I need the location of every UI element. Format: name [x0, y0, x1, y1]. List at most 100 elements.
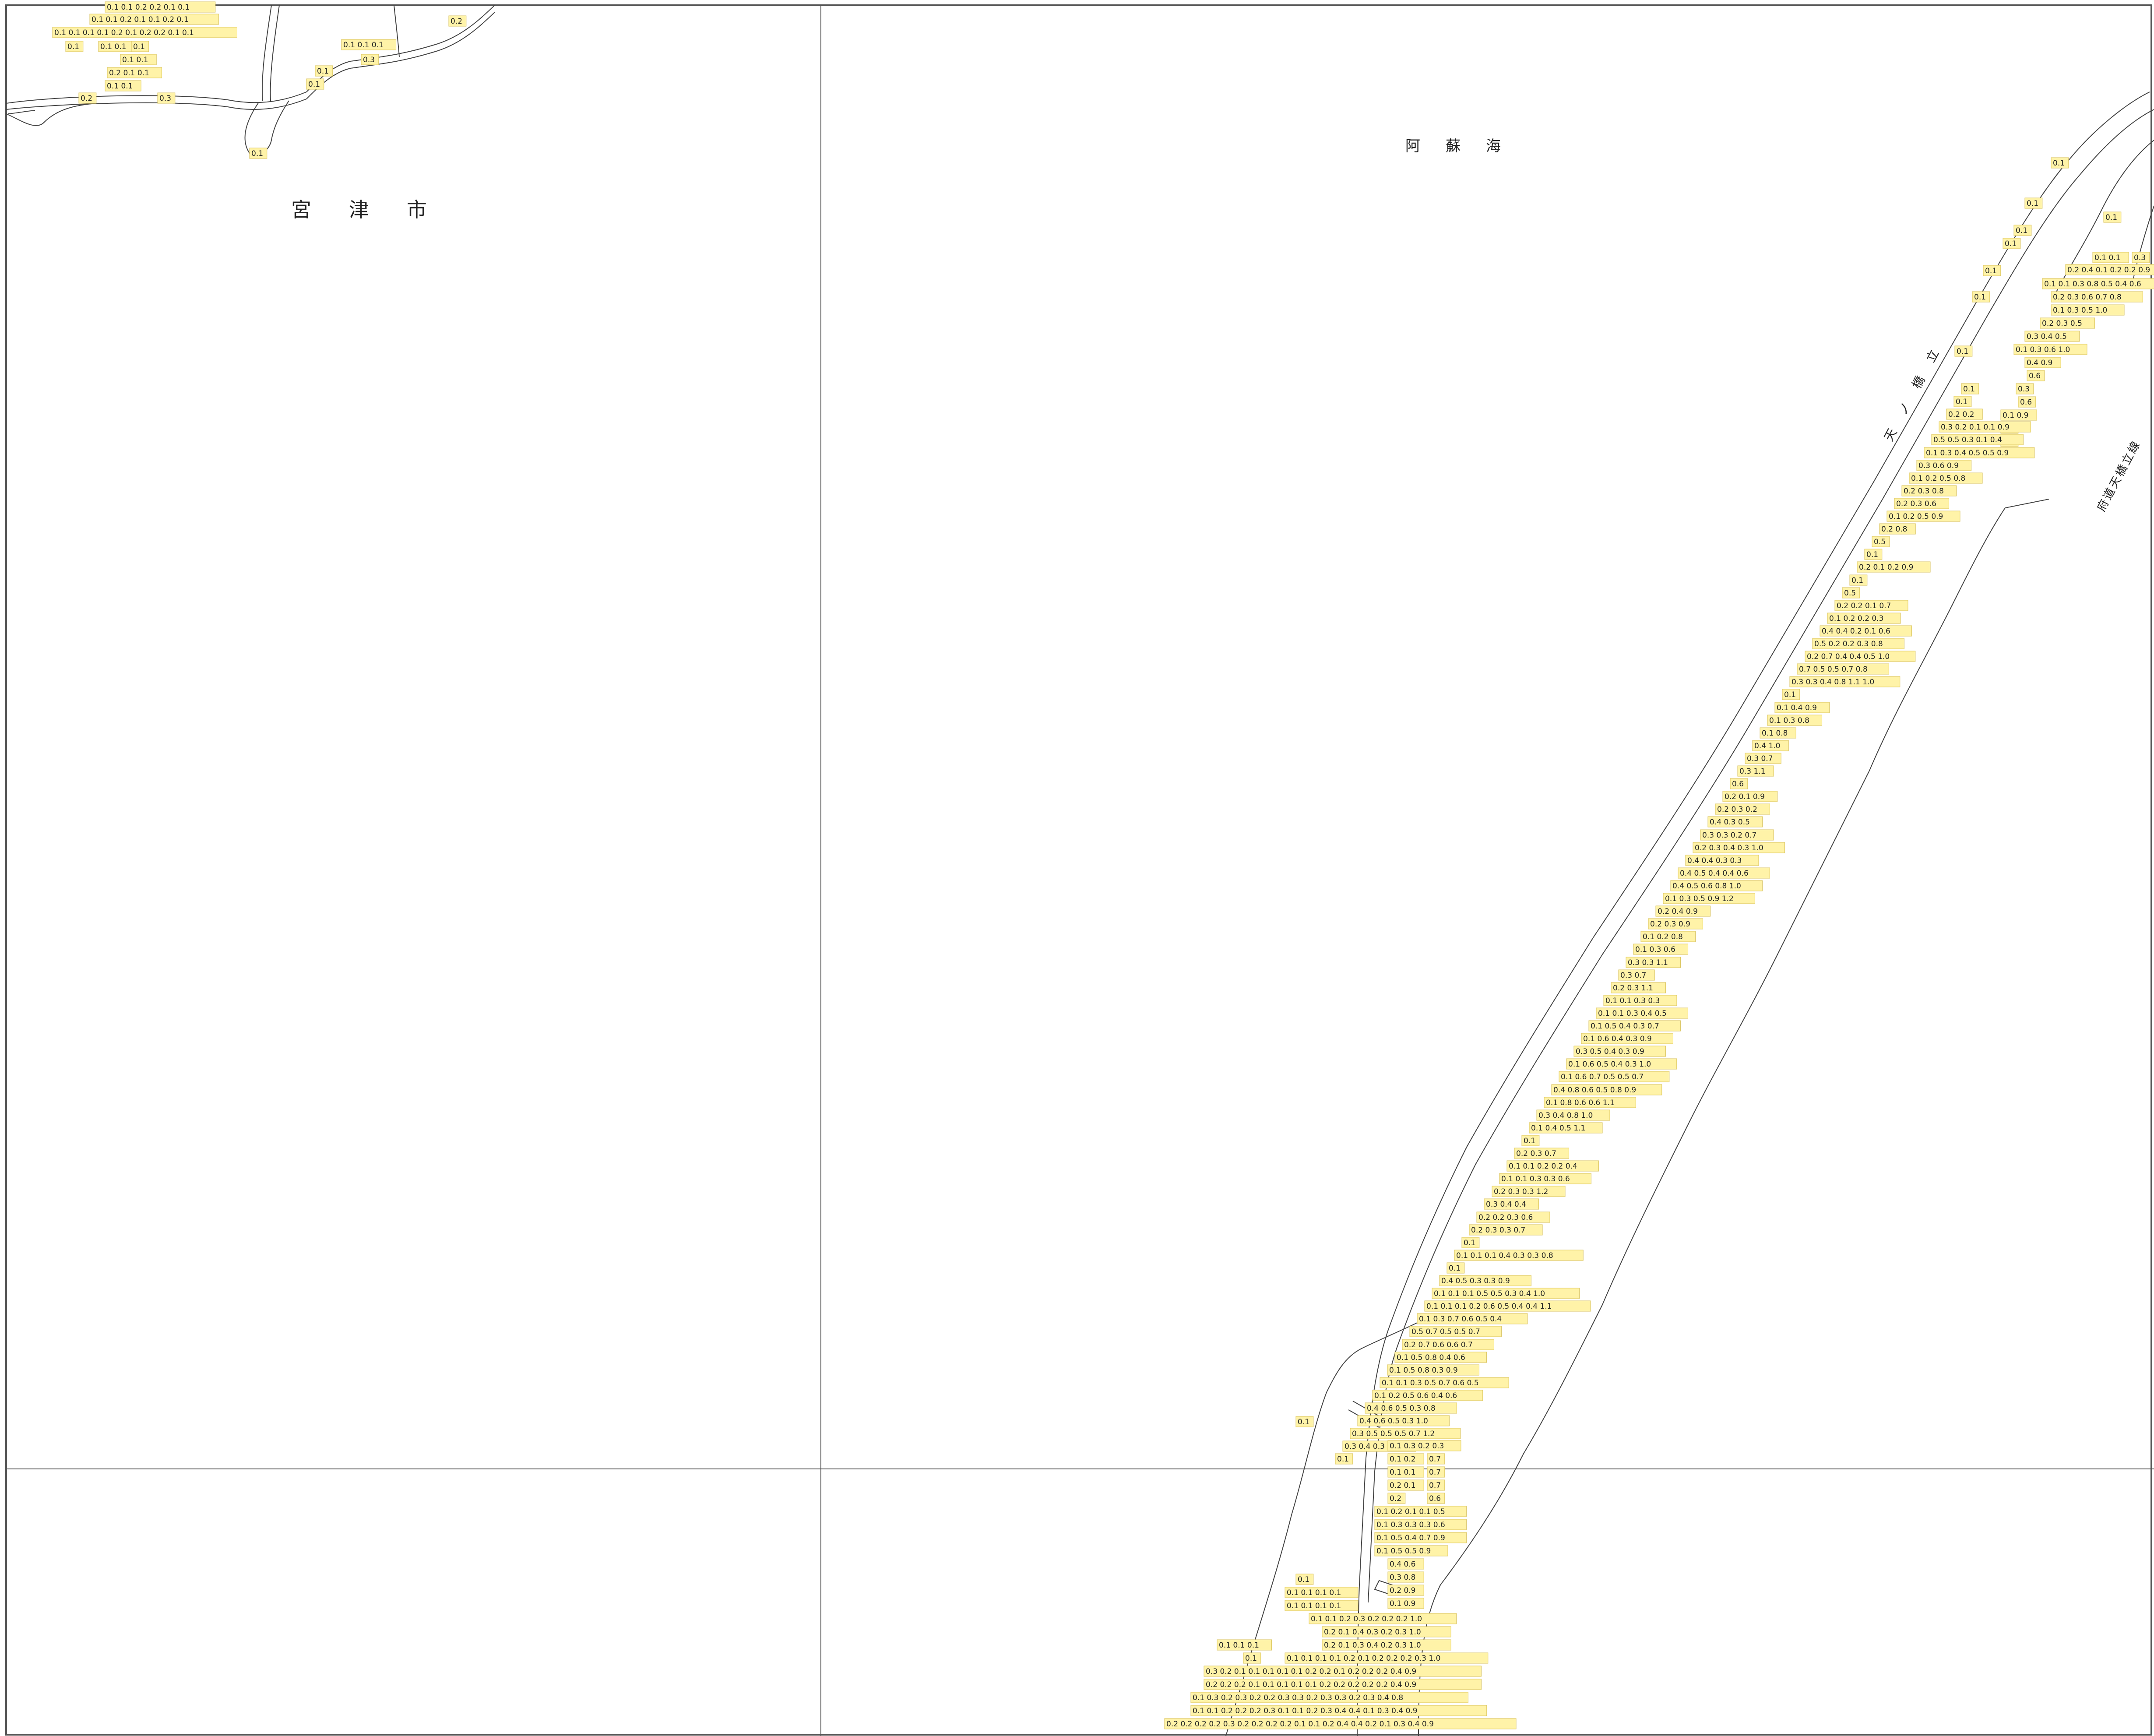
- depth-label: 0.1: [1954, 345, 1973, 357]
- depth-label: 0.2 0.4 0.9: [1655, 905, 1711, 917]
- svg-text:0.3 0.2 0.1 0.1 0.9: 0.3 0.2 0.1 0.1 0.9: [1941, 423, 2010, 432]
- svg-text:0.1 0.1 0.1 0.5 0.5 0.3 0.4 1.: 0.1 0.1 0.1 0.5 0.5 0.3 0.4 1.0: [1434, 1289, 1545, 1298]
- svg-text:0.6: 0.6: [1429, 1494, 1441, 1503]
- svg-text:0.7: 0.7: [1429, 1481, 1441, 1490]
- northwest-shoreline: [6, 5, 495, 155]
- svg-text:0.1: 0.1: [251, 149, 263, 158]
- depth-label: 0.4 0.5 0.4 0.4 0.6: [1678, 867, 1770, 879]
- svg-text:0.2 0.2 0.3 0.6: 0.2 0.2 0.3 0.6: [1478, 1213, 1533, 1222]
- svg-text:0.1 0.3 0.5 0.9 1.2: 0.1 0.3 0.5 0.9 1.2: [1665, 894, 1734, 903]
- depth-label: 0.3 0.2 0.1 0.1 0.9: [1939, 421, 2031, 433]
- depth-label: 0.1: [1295, 1574, 1314, 1585]
- svg-text:0.1 0.3 0.2 0.3 0.2 0.2 0.3 0.: 0.1 0.3 0.2 0.3 0.2 0.2 0.3 0.3 0.2 0.3 …: [1193, 1694, 1403, 1702]
- depth-label: 0.1 0.1 0.3 0.8 0.5 0.4 0.6: [2042, 278, 2154, 289]
- svg-text:0.2 0.4 0.9: 0.2 0.4 0.9: [1658, 907, 1698, 916]
- svg-text:0.1 0.2 0.1 0.1 0.5: 0.1 0.2 0.1 0.1 0.5: [1376, 1507, 1445, 1516]
- depth-label: 0.1 0.1 0.2 0.1 0.1 0.2 0.1: [89, 14, 219, 25]
- svg-text:0.1 0.1 0.1: 0.1 0.1 0.1: [343, 41, 384, 49]
- depth-label: 0.1 0.1 0.1 0.5 0.5 0.3 0.4 1.0: [1432, 1288, 1580, 1299]
- depth-label: 0.2 0.2 0.3 0.6: [1476, 1211, 1550, 1223]
- depth-label: 0.1 0.1 0.2 0.3 0.2 0.2 0.2 1.0: [1309, 1613, 1457, 1624]
- depth-label: 0.3 0.8: [1387, 1571, 1424, 1583]
- depth-label: 0.7: [1427, 1479, 1445, 1491]
- svg-text:0.2 0.7 0.6 0.6 0.7: 0.2 0.7 0.6 0.6 0.7: [1404, 1341, 1473, 1349]
- svg-text:0.1: 0.1: [133, 42, 145, 51]
- depth-label: 0.1 0.1 0.3 0.4 0.5: [1596, 1007, 1688, 1019]
- depth-label: 0.1: [131, 41, 149, 52]
- depth-label: 0.6: [2018, 396, 2036, 408]
- depth-label: 0.6: [1427, 1493, 1445, 1504]
- depth-label: 0.3 0.3 0.2 0.7: [1700, 829, 1774, 841]
- depth-label: 0.1 0.1: [98, 41, 135, 52]
- depth-label: 0.1: [2024, 197, 2043, 209]
- depth-label: 0.4 0.4 0.2 0.1 0.6: [1820, 625, 1912, 637]
- depth-label: 0.3: [361, 54, 379, 65]
- depth-label: 0.1 0.1: [2092, 252, 2129, 263]
- depth-label: 0.1 0.3 0.5 0.9 1.2: [1663, 893, 1755, 904]
- svg-text:0.3: 0.3: [363, 56, 375, 64]
- svg-text:0.2 0.3 1.1: 0.2 0.3 1.1: [1613, 984, 1653, 993]
- depth-label: 0.1: [306, 78, 324, 90]
- svg-text:0.7: 0.7: [1429, 1468, 1441, 1477]
- depth-label: 0.1 0.3 0.8: [1767, 715, 1823, 726]
- svg-text:0.2 0.3 0.3 0.7: 0.2 0.3 0.3 0.7: [1471, 1226, 1525, 1235]
- road-label: 府道天橋立線: [2095, 438, 2143, 514]
- svg-text:0.2 0.2 0.2 0.1 0.1 0.1 0.1 0.: 0.2 0.2 0.2 0.1 0.1 0.1 0.1 0.1 0.2 0.2 …: [1206, 1680, 1416, 1689]
- svg-text:0.1 0.1 0.3 0.8 0.5 0.4 0.6: 0.1 0.1 0.3 0.8 0.5 0.4 0.6: [2044, 280, 2141, 289]
- depth-label: 0.3: [2016, 383, 2034, 394]
- svg-text:0.3 0.7: 0.3 0.7: [1747, 754, 1773, 763]
- svg-text:0.3 0.4 0.3 0.8: 0.3 0.4 0.3 0.8: [1344, 1442, 1399, 1451]
- depth-label: 0.1 0.6 0.7 0.5 0.5 0.7: [1559, 1071, 1670, 1082]
- depth-label: 0.2 0.2 0.2 0.1 0.1 0.1 0.1 0.1 0.2 0.2 …: [1204, 1679, 1482, 1690]
- svg-text:0.3 1.1: 0.3 1.1: [1739, 767, 1765, 776]
- depth-label: 0.1 0.1 0.2 0.2 0.1 0.1: [105, 1, 216, 13]
- svg-text:0.4 0.8 0.6 0.5 0.8 0.9: 0.4 0.8 0.6 0.5 0.8 0.9: [1553, 1086, 1636, 1095]
- svg-text:0.1 0.2: 0.1 0.2: [1390, 1455, 1415, 1464]
- svg-text:0.2 0.1 0.4 0.3 0.2 0.3 1.0: 0.2 0.1 0.4 0.3 0.2 0.3 1.0: [1324, 1628, 1421, 1637]
- depth-label: 0.1: [1961, 383, 1979, 394]
- svg-text:0.1 0.5 0.8 0.3 0.9: 0.1 0.5 0.8 0.3 0.9: [1389, 1366, 1458, 1375]
- depth-label: 0.1 0.4 0.5 1.1: [1529, 1122, 1603, 1134]
- svg-text:0.1: 0.1: [1524, 1137, 1535, 1145]
- depth-label: 0.4 0.6 0.5 0.3 0.8: [1365, 1402, 1457, 1414]
- svg-text:0.1: 0.1: [2105, 213, 2117, 222]
- depth-label: 0.2 0.2: [1946, 408, 1983, 420]
- depth-label: 0.1 0.1 0.1: [1217, 1639, 1272, 1651]
- depth-label: 0.1 0.1 0.1 0.1 0.2 0.1 0.2 0.2 0.1 0.1: [52, 27, 237, 38]
- depth-label: 0.3 0.4 0.5: [2024, 331, 2080, 342]
- svg-text:0.1 0.3 0.6 1.0: 0.1 0.3 0.6 1.0: [2016, 345, 2070, 354]
- depth-label: 0.7: [1427, 1466, 1445, 1478]
- svg-text:0.1 0.3 0.2 0.3: 0.1 0.3 0.2 0.3: [1390, 1442, 1444, 1451]
- depth-label: 0.1 0.6 0.5 0.4 0.3 1.0: [1566, 1058, 1677, 1070]
- depth-label: 0.1 0.9: [2000, 409, 2037, 421]
- svg-text:0.1 0.3 0.3 0.3 0.6: 0.1 0.3 0.3 0.3 0.6: [1376, 1521, 1445, 1529]
- depth-label: 0.2 0.1 0.9: [1722, 791, 1778, 802]
- depth-label: 0.2 0.9: [1387, 1585, 1424, 1596]
- svg-text:0.2 0.3 0.4 0.3 1.0: 0.2 0.3 0.4 0.3 1.0: [1695, 844, 1763, 852]
- depth-label: 0.2 0.8: [1879, 523, 1916, 535]
- depth-label: 0.2 0.4 0.1 0.2 0.2 0.9: [2065, 264, 2154, 275]
- svg-text:0.2 0.2: 0.2 0.2: [1948, 410, 1974, 419]
- svg-text:0.1 0.1: 0.1 0.1: [1390, 1468, 1415, 1477]
- svg-text:0.1 0.3 0.4 0.5 0.5 0.9: 0.1 0.3 0.4 0.5 0.5 0.9: [1926, 449, 2009, 458]
- svg-text:0.1 0.1 0.3 0.3 0.6: 0.1 0.1 0.3 0.3 0.6: [1501, 1175, 1570, 1183]
- svg-text:0.1: 0.1: [1784, 690, 1796, 699]
- svg-text:0.4 0.4 0.3 0.3: 0.4 0.4 0.3 0.3: [1687, 856, 1742, 865]
- depth-label: 0.5 0.2 0.2 0.3 0.8: [1812, 638, 1904, 649]
- svg-text:0.1 0.1 0.2 0.2 0.2 0.3 0.1 0.: 0.1 0.1 0.2 0.2 0.2 0.3 0.1 0.1 0.2 0.3 …: [1193, 1707, 1418, 1715]
- depth-label: 0.1: [1864, 549, 1883, 560]
- depth-label: 0.3 0.4 0.8 1.0: [1536, 1109, 1610, 1121]
- depth-label: 0.1 0.8 0.6 0.6 1.1: [1544, 1097, 1636, 1108]
- svg-text:0.2 0.9: 0.2 0.9: [1390, 1586, 1415, 1595]
- svg-text:0.1 0.6 0.7 0.5 0.5 0.7: 0.1 0.6 0.7 0.5 0.5 0.7: [1561, 1073, 1644, 1081]
- depth-label: 0.1 0.2 0.8: [1640, 931, 1696, 942]
- svg-text:0.4 0.6: 0.4 0.6: [1390, 1560, 1415, 1569]
- svg-text:0.4 0.6 0.5 0.3 0.8: 0.4 0.6 0.5 0.3 0.8: [1367, 1404, 1436, 1413]
- depth-labels: 0.1 0.1 0.2 0.2 0.1 0.1 0.1 0.1 0.2 0.1 0…: [52, 1, 2154, 1729]
- depth-label: 0.2 0.3 0.3 0.7: [1469, 1224, 1543, 1236]
- svg-text:0.1 0.1 0.3 0.4 0.5: 0.1 0.1 0.3 0.4 0.5: [1598, 1009, 1667, 1018]
- depth-label: 0.1: [1335, 1453, 1353, 1465]
- depth-label: 0.1: [1849, 574, 1868, 586]
- svg-text:0.2 0.1 0.1: 0.2 0.1 0.1: [109, 69, 149, 77]
- svg-text:0.1 0.1 0.3 0.5 0.7 0.6 0.5: 0.1 0.1 0.3 0.5 0.7 0.6 0.5: [1382, 1379, 1479, 1387]
